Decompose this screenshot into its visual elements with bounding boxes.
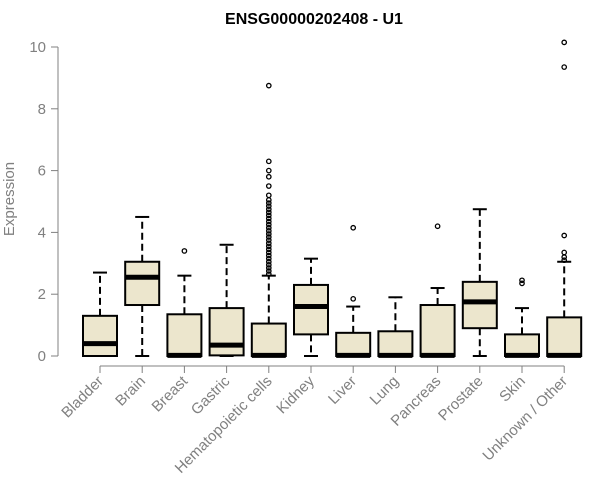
y-axis: 0 2 4 6 8 10 bbox=[29, 39, 59, 365]
outlier-point bbox=[265, 237, 272, 243]
outlier-point bbox=[265, 265, 272, 271]
outlier-point bbox=[265, 228, 272, 234]
box-bladder bbox=[82, 271, 118, 357]
outlier-point bbox=[265, 167, 272, 174]
outlier-point bbox=[265, 158, 272, 165]
box-unknown-other bbox=[546, 39, 583, 358]
x-tick-label: Kidney bbox=[273, 372, 318, 417]
outlier-point bbox=[434, 223, 441, 230]
box-pancreas bbox=[419, 223, 456, 358]
outlier-point bbox=[265, 255, 272, 262]
outlier-point bbox=[265, 234, 272, 240]
outlier-point bbox=[519, 277, 525, 284]
outlier-point bbox=[265, 183, 272, 189]
outlier-point bbox=[265, 243, 272, 250]
outlier-point bbox=[265, 249, 272, 256]
box-iqr bbox=[250, 322, 287, 357]
outlier-point bbox=[561, 254, 568, 260]
outlier-point bbox=[265, 268, 272, 274]
box-brain bbox=[124, 215, 161, 357]
outlier-point bbox=[265, 200, 272, 206]
outlier-point bbox=[519, 280, 525, 287]
boxplot-series bbox=[82, 39, 583, 358]
outlier-point bbox=[265, 192, 272, 199]
outlier-point bbox=[561, 249, 568, 256]
outlier-point bbox=[561, 257, 568, 264]
outlier-point bbox=[265, 218, 272, 225]
box-iqr bbox=[546, 316, 583, 357]
x-tick-label: Breast bbox=[149, 372, 192, 415]
chart-title: ENSG00000202408 - U1 bbox=[225, 11, 403, 28]
box-skin bbox=[504, 277, 540, 358]
outlier-point bbox=[561, 232, 568, 239]
outlier-point bbox=[265, 203, 272, 209]
y-axis-label: Expression bbox=[1, 162, 18, 236]
outlier-point bbox=[265, 261, 272, 268]
outlier-point bbox=[265, 212, 272, 219]
y-tick-label: 2 bbox=[38, 286, 46, 303]
outlier-point bbox=[265, 246, 272, 253]
outlier-point bbox=[561, 64, 568, 70]
box-iqr bbox=[335, 331, 372, 358]
outlier-point bbox=[350, 224, 357, 231]
outlier-point bbox=[265, 231, 272, 237]
box-iqr bbox=[293, 283, 329, 336]
box-gastric bbox=[208, 243, 245, 357]
y-tick-label: 4 bbox=[38, 224, 46, 241]
x-tick-label: Bladder bbox=[58, 373, 107, 422]
outlier-point bbox=[265, 82, 272, 89]
box-lung bbox=[377, 296, 414, 358]
outlier-point bbox=[561, 39, 568, 46]
box-iqr bbox=[82, 314, 118, 357]
outlier-point bbox=[350, 295, 357, 302]
outlier-point bbox=[265, 224, 272, 231]
y-tick-label: 6 bbox=[38, 163, 46, 180]
outlier-point bbox=[265, 258, 272, 265]
outlier-point bbox=[265, 209, 272, 216]
box-iqr bbox=[124, 260, 161, 307]
outlier-point bbox=[265, 206, 272, 213]
box-iqr bbox=[377, 330, 414, 357]
y-tick-label: 10 bbox=[29, 39, 46, 56]
x-tick-label: Skin bbox=[496, 373, 529, 406]
box-prostate bbox=[461, 208, 498, 357]
outlier-point bbox=[265, 252, 272, 259]
outlier-point bbox=[265, 173, 272, 180]
box-breast bbox=[166, 248, 203, 358]
y-tick-label: 0 bbox=[38, 348, 46, 365]
y-tick-label: 8 bbox=[38, 101, 46, 118]
box-iqr bbox=[419, 304, 456, 358]
box-iqr bbox=[461, 280, 498, 330]
outlier-point bbox=[181, 248, 188, 254]
x-tick-label: Brain bbox=[112, 373, 149, 410]
outlier-point bbox=[265, 240, 272, 247]
x-tick-label: Liver bbox=[325, 373, 360, 408]
box-hematopoietic-cells bbox=[250, 82, 287, 358]
box-iqr bbox=[504, 333, 540, 357]
outlier-point bbox=[265, 215, 272, 222]
outlier-point bbox=[265, 271, 272, 277]
box-liver bbox=[335, 224, 372, 358]
box-iqr bbox=[166, 313, 203, 358]
x-tick-label: Prostate bbox=[435, 373, 487, 425]
box-kidney bbox=[293, 257, 329, 357]
outlier-point bbox=[265, 221, 272, 228]
box-iqr bbox=[208, 307, 245, 357]
x-tick-label: Lung bbox=[367, 373, 403, 409]
